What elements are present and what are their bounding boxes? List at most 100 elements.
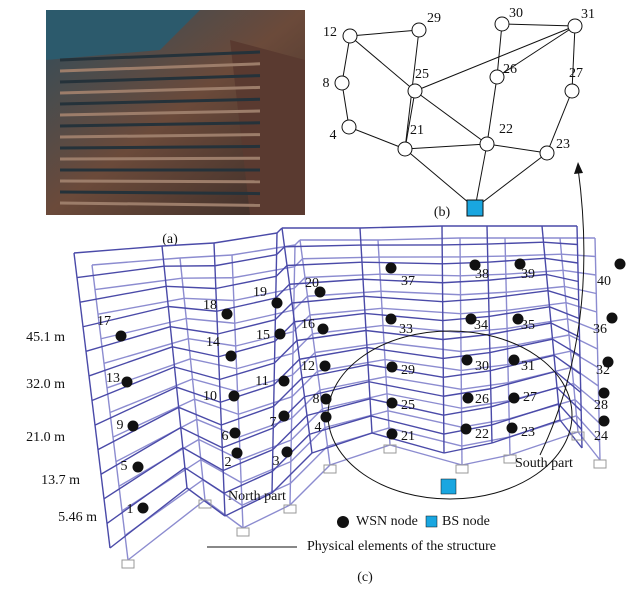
wsn-node	[232, 448, 243, 459]
beam	[389, 428, 462, 446]
wsn-node	[320, 361, 331, 372]
beam	[175, 367, 220, 380]
beam	[506, 287, 564, 293]
network-node	[490, 70, 504, 84]
wsn-node	[509, 355, 520, 366]
wsn-node-label: 38	[475, 267, 489, 282]
beam	[292, 296, 364, 303]
wsn-node	[279, 376, 290, 387]
beam	[562, 254, 596, 256]
support	[122, 560, 134, 568]
network-edge	[349, 127, 405, 149]
wsn-node	[321, 412, 332, 423]
photo-stripe	[60, 192, 260, 194]
beam	[461, 310, 507, 313]
bs-node	[467, 200, 483, 216]
beam	[295, 240, 300, 245]
beam	[330, 445, 390, 465]
wsn-node-label: 36	[593, 322, 607, 337]
height-label: 13.7 m	[41, 473, 80, 488]
beam	[241, 462, 291, 483]
beam	[110, 488, 187, 548]
region-label: North part	[228, 489, 286, 504]
wsn-node	[272, 298, 283, 309]
network-node	[398, 142, 412, 156]
beam	[107, 468, 185, 524]
wsn-node-label: 30	[475, 359, 489, 374]
network-node-label: 22	[499, 122, 513, 137]
beam	[201, 460, 241, 483]
network-node-label: 29	[427, 11, 441, 26]
beam	[303, 257, 380, 259]
beam	[378, 238, 460, 240]
network-edge	[487, 144, 547, 153]
network-node-label: 30	[509, 6, 523, 21]
beam	[243, 505, 290, 528]
wsn-node	[122, 377, 133, 388]
height-label: 32.0 m	[26, 377, 65, 392]
wsn-node-label: 34	[474, 318, 488, 333]
wsn-node	[321, 394, 332, 405]
beam	[92, 258, 180, 265]
beam	[505, 254, 561, 256]
network-edge	[502, 24, 575, 26]
beam	[462, 455, 510, 465]
beam	[362, 262, 442, 264]
wsn-node	[463, 393, 474, 404]
network-node-label: 21	[410, 123, 424, 138]
wsn-node	[222, 309, 233, 320]
wsn-node-label: 3	[273, 454, 280, 469]
network-node-label: 12	[323, 25, 337, 40]
beam	[551, 323, 580, 337]
beam	[547, 275, 579, 282]
beam	[443, 298, 489, 301]
beam	[215, 255, 277, 266]
south-region	[328, 331, 572, 499]
wsn-node	[230, 428, 241, 439]
wsn-node-label: 37	[401, 274, 415, 289]
beam	[89, 347, 172, 376]
network-node	[480, 137, 494, 151]
wsn-node-label: 39	[521, 267, 535, 282]
wsn-node-label: 35	[521, 318, 535, 333]
wsn-node	[279, 411, 290, 422]
bs-node	[441, 479, 456, 494]
wsn-node-label: 2	[225, 455, 232, 470]
wsn-node-label: 22	[475, 427, 489, 442]
wsn-node-label: 33	[399, 322, 413, 337]
beam	[277, 228, 282, 233]
network: 1229303182526274212223	[323, 6, 596, 216]
beam	[235, 310, 294, 323]
beam	[548, 291, 579, 300]
beam	[461, 292, 507, 295]
network-node	[335, 76, 349, 90]
wsn-node	[607, 313, 618, 324]
network-edge	[487, 77, 497, 144]
network-node	[342, 120, 356, 134]
beam	[563, 270, 596, 275]
beam	[384, 343, 461, 352]
wsn-node	[615, 259, 626, 270]
network-node-label: 23	[556, 137, 570, 152]
beam	[442, 244, 487, 245]
network-edge	[415, 91, 487, 144]
wsn-node-label: 13	[106, 371, 120, 386]
wsn-node-label: 15	[256, 328, 270, 343]
beam	[101, 319, 186, 339]
network-node	[540, 146, 554, 160]
wsn-node	[226, 351, 237, 362]
beam	[113, 399, 195, 437]
wsn-node-label: 28	[594, 398, 608, 413]
wsn-node	[282, 447, 293, 458]
network-edge	[405, 144, 487, 149]
wsn-node	[599, 388, 610, 399]
network-node-label: 31	[581, 7, 595, 22]
beam	[233, 267, 295, 278]
legend-wsn	[337, 516, 349, 528]
beam	[290, 446, 327, 483]
beam	[166, 286, 216, 288]
beam	[367, 348, 443, 359]
support	[456, 465, 468, 473]
wsn-node-label: 23	[521, 425, 535, 440]
beam	[490, 339, 553, 352]
